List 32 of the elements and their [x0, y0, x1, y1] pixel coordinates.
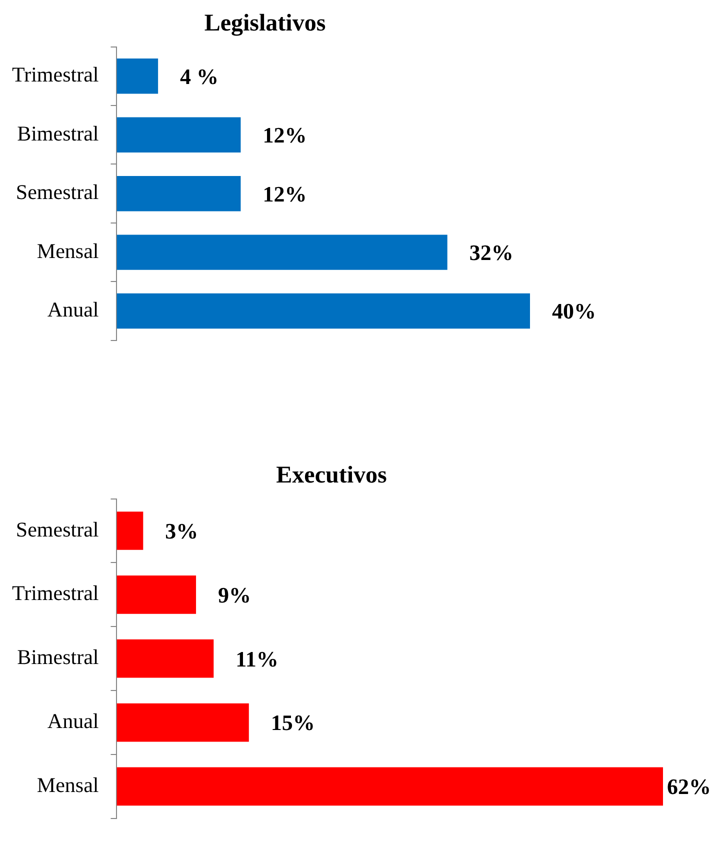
y-tick-label: Semestral — [16, 180, 99, 204]
data-label: 32% — [469, 240, 514, 266]
data-label: 12% — [262, 122, 307, 148]
data-label: 3% — [165, 518, 198, 544]
y-tick-label: Anual — [47, 709, 99, 734]
bar — [116, 576, 196, 614]
data-label: 15% — [270, 710, 315, 736]
y-tick-label: Semestral — [16, 517, 99, 542]
y-tick-label: Bimestral — [17, 645, 99, 670]
data-label: 9% — [218, 582, 252, 608]
bar — [116, 176, 241, 212]
bar — [116, 703, 249, 742]
bar — [116, 293, 530, 329]
bar — [116, 512, 144, 550]
y-tick-label: Mensal — [36, 238, 99, 263]
bar — [116, 767, 663, 806]
y-tick-label: Trimestral — [12, 581, 99, 606]
data-label: 11% — [236, 646, 278, 672]
bar — [116, 58, 158, 94]
bar — [116, 234, 448, 270]
data-label: 12% — [262, 181, 307, 206]
data-label: 40% — [552, 298, 596, 324]
y-tick-label: Mensal — [36, 772, 99, 797]
chart-title: Executivos — [276, 462, 387, 489]
y-tick-label: Bimestral — [17, 121, 99, 146]
bar — [116, 117, 241, 152]
chart-title: Legislativos — [204, 10, 326, 37]
data-label: 62% — [667, 774, 711, 800]
data-label: 4 % — [180, 64, 219, 89]
y-tick-label: Trimestral — [12, 62, 99, 87]
y-tick-label: Anual — [47, 298, 99, 322]
bar — [116, 639, 214, 678]
